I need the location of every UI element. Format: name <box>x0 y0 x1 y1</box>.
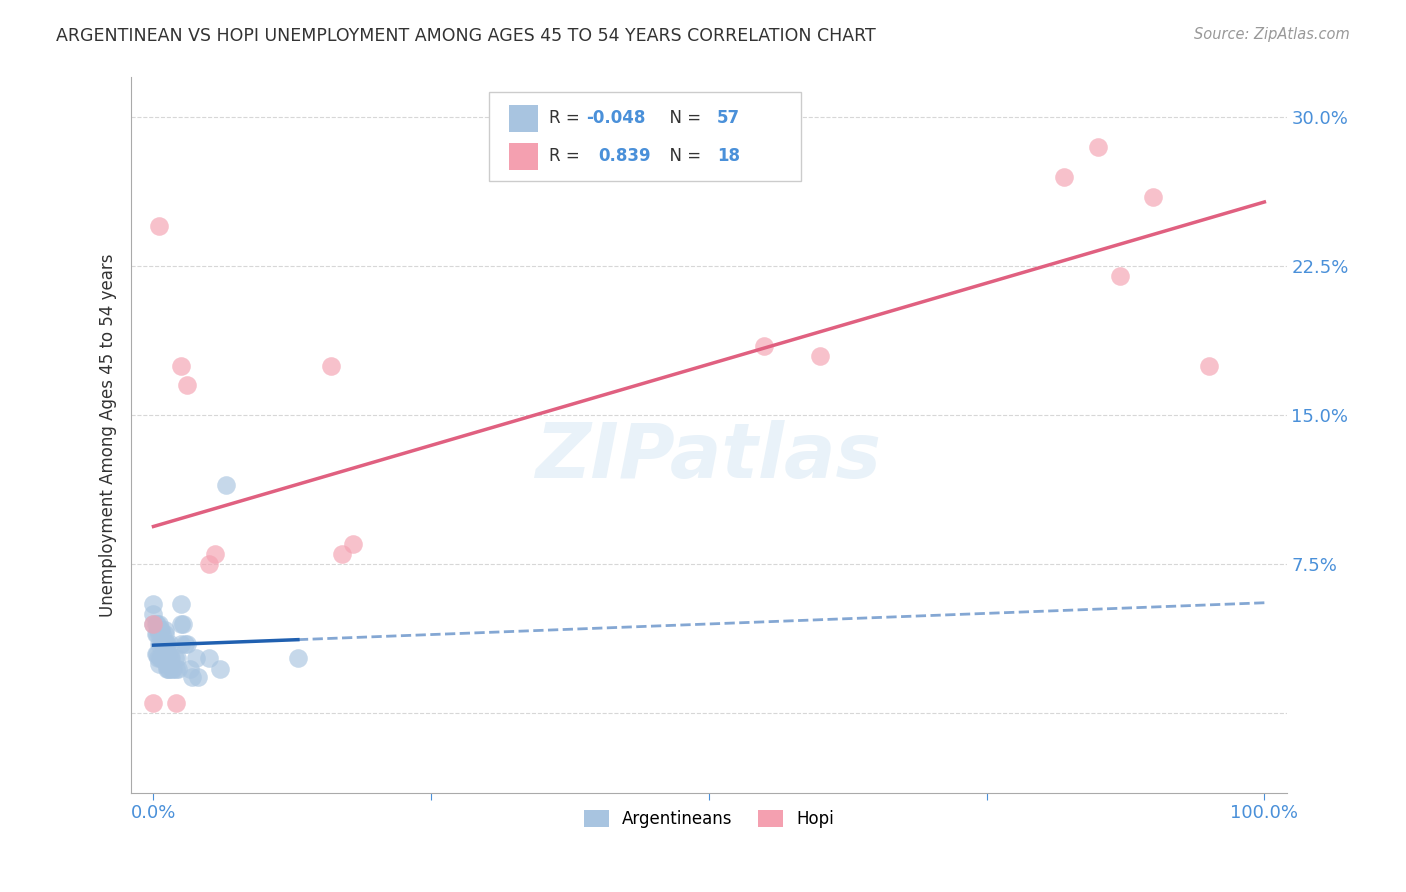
Point <box>142 616 165 631</box>
Point <box>184 650 207 665</box>
Point <box>1053 169 1076 184</box>
Point <box>170 597 193 611</box>
Bar <box>509 104 538 132</box>
Point <box>150 637 173 651</box>
Legend: Argentineans, Hopi: Argentineans, Hopi <box>578 803 841 834</box>
Point <box>153 626 176 640</box>
Bar <box>509 143 538 169</box>
Point <box>173 637 195 651</box>
Point <box>1142 189 1164 203</box>
Point <box>159 637 181 651</box>
Point <box>167 663 190 677</box>
Point <box>165 696 187 710</box>
Text: Source: ZipAtlas.com: Source: ZipAtlas.com <box>1194 27 1350 42</box>
Point <box>156 637 179 651</box>
Point <box>142 616 165 631</box>
Text: R =: R = <box>550 109 585 128</box>
Point <box>148 637 170 651</box>
Point <box>149 650 172 665</box>
Point <box>155 637 177 651</box>
Point <box>165 663 187 677</box>
Point <box>162 663 184 677</box>
Point <box>176 637 198 651</box>
Point <box>150 623 173 637</box>
Point <box>142 696 165 710</box>
Point <box>1198 359 1220 373</box>
Text: N =: N = <box>659 147 707 165</box>
Point <box>209 663 232 677</box>
Point <box>145 647 167 661</box>
Point <box>166 650 188 665</box>
Point <box>156 663 179 677</box>
Point <box>204 547 226 561</box>
Text: 57: 57 <box>717 109 740 128</box>
Point <box>754 338 776 352</box>
Point <box>156 647 179 661</box>
Point <box>148 616 170 631</box>
Point <box>148 657 170 671</box>
Point <box>146 616 169 631</box>
Point <box>156 663 179 677</box>
Point <box>179 663 201 677</box>
Point <box>170 616 193 631</box>
Point <box>149 623 172 637</box>
Text: 18: 18 <box>717 147 740 165</box>
Point <box>215 477 238 491</box>
Point <box>330 547 353 561</box>
Point <box>170 637 193 651</box>
Point <box>157 663 180 677</box>
Point <box>150 650 173 665</box>
Point <box>198 650 221 665</box>
Point <box>287 650 309 665</box>
Point <box>198 557 221 571</box>
Text: ZIPatlas: ZIPatlas <box>536 419 882 493</box>
Point <box>145 626 167 640</box>
Point <box>146 650 169 665</box>
Point <box>148 219 170 234</box>
Point <box>187 670 209 684</box>
Point <box>150 626 173 640</box>
Point <box>152 650 174 665</box>
Point <box>342 537 364 551</box>
Point <box>153 650 176 665</box>
Point <box>155 657 177 671</box>
Point <box>162 663 184 677</box>
Point <box>146 623 169 637</box>
Point <box>146 626 169 640</box>
FancyBboxPatch shape <box>489 92 801 181</box>
Text: 0.839: 0.839 <box>598 147 651 165</box>
Point <box>148 626 170 640</box>
Point <box>142 607 165 621</box>
Point <box>152 637 174 651</box>
Point <box>146 647 169 661</box>
Point <box>1087 140 1109 154</box>
Y-axis label: Unemployment Among Ages 45 to 54 years: Unemployment Among Ages 45 to 54 years <box>100 253 117 616</box>
Text: N =: N = <box>659 109 707 128</box>
Point <box>142 597 165 611</box>
Point <box>181 670 204 684</box>
Point <box>1109 269 1132 284</box>
Text: ARGENTINEAN VS HOPI UNEMPLOYMENT AMONG AGES 45 TO 54 YEARS CORRELATION CHART: ARGENTINEAN VS HOPI UNEMPLOYMENT AMONG A… <box>56 27 876 45</box>
Text: R =: R = <box>550 147 585 165</box>
Point <box>160 650 183 665</box>
Point <box>153 623 176 637</box>
Point <box>153 637 176 651</box>
Point <box>321 359 343 373</box>
Point <box>808 349 831 363</box>
Point <box>145 616 167 631</box>
Point <box>163 650 186 665</box>
Point <box>170 359 193 373</box>
Point <box>172 616 194 631</box>
Point <box>159 650 181 665</box>
Text: -0.048: -0.048 <box>586 109 645 128</box>
Point <box>176 378 198 392</box>
